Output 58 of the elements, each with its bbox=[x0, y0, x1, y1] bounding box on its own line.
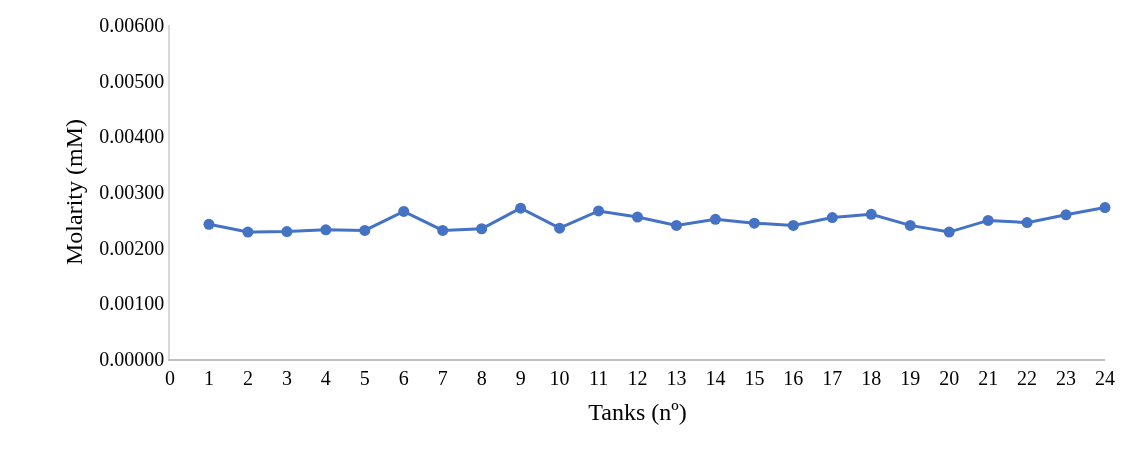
y-tick-label: 0.00100 bbox=[99, 292, 165, 315]
point bbox=[593, 205, 605, 217]
x-tick-label: 19 bbox=[900, 366, 921, 389]
x-tick-label: 5 bbox=[359, 366, 370, 389]
point bbox=[203, 218, 215, 230]
point bbox=[826, 212, 838, 224]
point bbox=[437, 224, 449, 236]
point bbox=[670, 219, 682, 231]
point bbox=[709, 213, 721, 225]
point bbox=[281, 226, 293, 238]
point bbox=[398, 205, 410, 217]
x-tick-label: 3 bbox=[281, 366, 292, 389]
point bbox=[865, 208, 877, 220]
point bbox=[320, 224, 332, 236]
y-tick-label: 0.00000 bbox=[99, 348, 165, 370]
x-tick-label: 18 bbox=[861, 366, 882, 389]
x-tick-label: 13 bbox=[666, 366, 687, 389]
x-tick-label: 16 bbox=[783, 366, 804, 389]
y-tick-label: 0.00500 bbox=[99, 69, 165, 92]
point bbox=[515, 202, 527, 214]
x-tick-label: 11 bbox=[588, 366, 609, 389]
x-tick-label: 14 bbox=[705, 366, 726, 389]
point bbox=[748, 217, 760, 229]
x-tick-label: 8 bbox=[476, 366, 487, 389]
x-tick-label: 24 bbox=[1095, 366, 1115, 389]
x-tick-label: 7 bbox=[437, 366, 448, 389]
point bbox=[943, 226, 955, 238]
point bbox=[1021, 217, 1033, 229]
x-tick-label: 4 bbox=[320, 366, 331, 389]
x-tick-label: 2 bbox=[242, 366, 253, 389]
y-axis-title: Molarity (mM) bbox=[60, 119, 87, 265]
point bbox=[554, 222, 566, 234]
point bbox=[1060, 209, 1072, 221]
x-tick-label: 17 bbox=[822, 366, 843, 389]
point bbox=[632, 211, 643, 223]
x-tick-label: 21 bbox=[978, 366, 999, 389]
y-tick-label: 0.00200 bbox=[99, 236, 165, 259]
point bbox=[904, 219, 916, 231]
x-tick-label: 10 bbox=[549, 366, 570, 389]
x-tick-label: 22 bbox=[1017, 366, 1038, 389]
x-tick-label: 23 bbox=[1056, 366, 1077, 389]
y-tick-label: 0.00400 bbox=[99, 125, 165, 148]
y-tick-label: 0.00300 bbox=[99, 181, 165, 203]
x-tick-label: 0 bbox=[165, 366, 175, 389]
x-tick-label: 9 bbox=[515, 366, 526, 389]
point bbox=[242, 226, 254, 238]
y-tick-label: 0.00600 bbox=[99, 14, 165, 36]
point bbox=[476, 223, 488, 235]
x-tick-label: 1 bbox=[203, 366, 214, 389]
x-tick-label: 12 bbox=[627, 366, 648, 389]
point bbox=[359, 224, 371, 236]
x-tick-label: 20 bbox=[939, 366, 960, 389]
point bbox=[787, 219, 799, 231]
point bbox=[1099, 202, 1111, 214]
x-tick-label: 15 bbox=[744, 366, 765, 389]
point bbox=[982, 214, 994, 226]
x-axis-title: Tanks (nº) bbox=[588, 398, 687, 425]
x-tick-label: 6 bbox=[398, 366, 409, 389]
